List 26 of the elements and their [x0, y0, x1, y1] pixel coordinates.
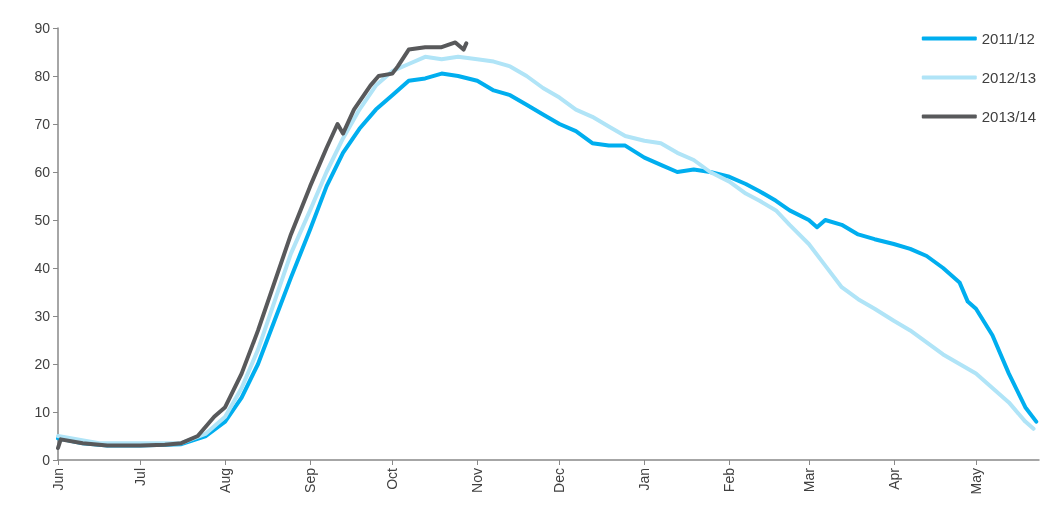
y-tick-label: 10 — [34, 404, 51, 420]
x-tick-label: Mar — [800, 467, 817, 493]
legend-label: 2011/12 — [981, 30, 1035, 47]
x-tick-label: Aug — [217, 468, 234, 493]
y-tick-label: 50 — [34, 212, 51, 228]
y-tick-label: 70 — [34, 116, 51, 132]
y-tick-label: 90 — [34, 20, 51, 36]
x-tick-label: May — [967, 468, 984, 495]
x-tick-label: Dec — [551, 468, 568, 493]
x-tick-label: Oct — [384, 467, 401, 490]
y-tick-label: 20 — [34, 356, 51, 372]
y-tick-label: 80 — [34, 68, 51, 84]
y-tick-label: 0 — [42, 452, 51, 468]
x-tick-label: Sep — [302, 467, 319, 493]
x-tick-label: Nov — [469, 468, 486, 493]
x-tick-label: Feb — [721, 467, 738, 493]
x-tick-label: Jan — [636, 468, 653, 491]
x-tick-label: Jul — [132, 468, 149, 486]
x-tick-label: Apr — [885, 467, 902, 490]
y-tick-label: 60 — [34, 164, 51, 180]
y-tick-label: 30 — [34, 308, 51, 324]
legend-label: 2012/13 — [981, 69, 1037, 86]
x-tick-label: Jun — [50, 468, 66, 491]
legend-label: 2013/14 — [981, 108, 1037, 125]
line-series — [56, 40, 469, 450]
y-tick-label: 40 — [34, 260, 51, 276]
